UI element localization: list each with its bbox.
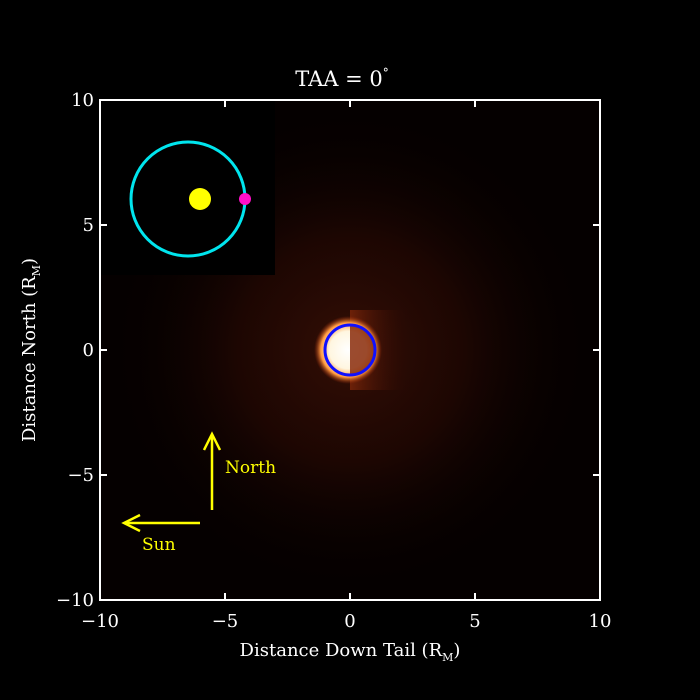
nightside-shadow — [350, 325, 375, 375]
north-arrow-head — [202, 431, 222, 451]
y-tick-label: −10 — [56, 590, 94, 611]
chart-title: TAA = 0° — [295, 66, 389, 91]
north-label: North — [225, 458, 276, 478]
planet-position-marker — [239, 193, 251, 205]
sun-arrow-head — [121, 513, 141, 533]
y-tick-label: 10 — [71, 90, 94, 111]
planet-circle — [323, 323, 377, 377]
orbit-inset-panel — [100, 100, 275, 275]
x-axis-label: Distance Down Tail (RM) — [240, 640, 461, 664]
orbit-diagram — [129, 140, 251, 258]
y-tick-label: −5 — [67, 465, 94, 486]
sun-arrow — [121, 513, 200, 533]
sun-icon — [189, 188, 211, 210]
y-axis-label: Distance North (RM) — [19, 258, 43, 442]
x-tick-label: 0 — [344, 611, 355, 632]
x-tick-label: 5 — [469, 611, 480, 632]
y-tick-label: 5 — [83, 215, 94, 236]
x-tick-label: −10 — [81, 611, 119, 632]
axis-ticks: −10 −5 0 5 10 10 5 0 −5 −10 — [56, 90, 611, 632]
x-tick-label: −5 — [212, 611, 239, 632]
north-arrow — [202, 431, 222, 510]
x-tick-label: 10 — [589, 611, 612, 632]
y-tick-label: 0 — [83, 340, 94, 361]
sun-label: Sun — [142, 535, 176, 555]
